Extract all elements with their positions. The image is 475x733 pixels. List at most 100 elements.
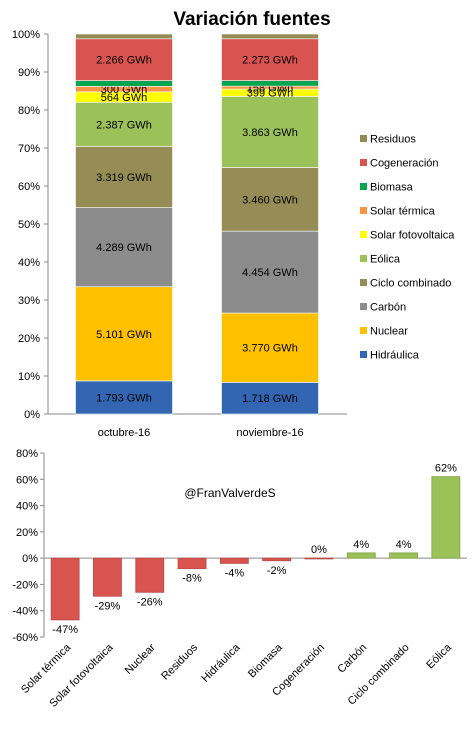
y-tick-label: 20% [16,527,38,539]
x-tick-label: Carbón [335,642,369,676]
x-tick-label: Eólica [424,641,454,671]
legend-swatch-solar-fotovoltaica [360,231,367,238]
variation-bar-eolica [431,476,461,559]
bar-segment-residuos [221,33,319,40]
y-tick-label: -20% [12,579,38,591]
legend-swatch-solar-termica [360,207,367,214]
value-label-solar-fotovoltaica: -29% [95,600,121,612]
x-tick-label: Nuclear [123,641,159,677]
legend-label-hidraulica: Hidráulica [370,350,420,362]
y-tick-label: 10% [18,371,40,383]
value-label-biomasa: -2% [267,565,287,577]
chart-annotation: @FranValverdeS [184,486,275,500]
value-label-hidraulica: -4% [225,567,245,579]
value-label-nuclear: -26% [137,596,163,608]
bar-segment-cogeneracion [221,38,319,81]
y-tick-label: 80% [18,105,40,117]
data-label-eolica: 2.387 GWh [96,119,152,131]
bar-segment-carbon [221,230,319,314]
legend-swatch-hidraulica [360,351,367,358]
legend-label-nuclear: Nuclear [370,326,408,338]
y-tick-label: 50% [18,219,40,231]
data-label-hidraulica: 1.718 GWh [242,393,298,405]
bar-segment-carbon [75,207,173,288]
y-tick-label: 100% [12,29,40,41]
bar-segment-nuclear [75,286,173,382]
x-tick-label: octubre-16 [98,427,151,439]
legend-label-solar-fotovoltaica: Solar fotovoltaica [370,230,455,242]
y-tick-label: 0% [24,409,40,421]
legend-label-residuos: Residuos [370,134,416,146]
chart-title: Variación fuentes [173,9,330,30]
value-label-eolica: 62% [435,463,457,475]
legend-swatch-residuos [360,135,367,142]
legend-label-ciclo-combinado: Ciclo combinado [370,278,451,290]
legend-swatch-cogeneracion [360,159,367,166]
data-label-cogeneracion: 2.273 GWh [242,55,298,67]
bar-segment-eolica [75,101,173,147]
y-tick-label: -60% [12,632,38,644]
y-tick-label: 90% [18,67,40,79]
data-label-nuclear: 5.101 GWh [96,329,152,341]
variation-bar-biomasa [262,557,292,562]
variation-bar-cogeneracion [304,557,334,560]
y-tick-label: 60% [18,181,40,193]
value-label-residuos: -8% [182,573,202,585]
legend-label-carbon: Carbón [370,302,406,314]
y-tick-label: 60% [16,474,38,486]
value-label-ciclo-combinado: 4% [396,539,412,551]
value-label-solar-termica: -47% [52,624,78,636]
data-label-ciclo-combinado: 3.319 GWh [96,172,152,184]
y-tick-label: 0% [22,553,38,565]
data-label-carbon: 4.454 GWh [242,267,298,279]
legend-swatch-carbon [360,303,367,310]
legend-label-eolica: Eólica [370,254,401,266]
bar-segment-ciclo-combinado [221,167,319,232]
data-label-cogeneracion: 2.266 GWh [96,55,152,67]
data-label-eolica: 3.863 GWh [242,127,298,139]
data-label-hidraulica: 1.793 GWh [96,392,152,404]
variation-bar-nuclear [135,557,165,593]
variation-bar-ciclo-combinado [389,552,418,559]
variation-bar-solar-fotovoltaica [93,557,122,597]
legend-swatch-ciclo-combinado [360,279,367,286]
data-label-nuclear: 3.770 GWh [242,343,298,355]
legend-swatch-eolica [360,255,367,262]
data-label-solar-fotovoltaica: 399 GWh [247,88,293,100]
bar-segment-hidraulica [221,382,319,415]
variation-bar-solar-termica [50,557,80,621]
legend-label-solar-termica: Solar térmica [370,206,436,218]
data-label-solar-termica: 300 GWh [101,84,147,96]
y-tick-label: 70% [18,143,40,155]
bar-segment-biomasa [75,80,173,87]
stacked-bar-chart: 0% 10% 20% 30% 40% 50% 60% 70% 80% 90% 100% 1.793 G… [12,29,455,439]
data-label-ciclo-combinado: 3.460 GWh [242,194,298,206]
data-label-carbon: 4.289 GWh [96,242,152,254]
variation-bar-carbon [346,552,376,559]
y-tick-label: 20% [18,333,40,345]
legend-label-cogeneracion: Cogeneración [370,158,439,170]
data-label-solar-fotovoltaica: 564 GWh [101,92,147,104]
bar-segment-eolica [221,96,319,168]
x-tick-label: noviembre-16 [236,427,303,439]
y-tick-label: 30% [18,295,40,307]
value-label-cogeneracion: 0% [311,544,327,556]
x-tick-label: Residuos [159,641,200,682]
y-tick-label: 40% [18,257,40,269]
value-label-carbon: 4% [353,539,369,551]
bar-segment-biomasa [221,80,319,87]
bar-segment-hidraulica [75,380,173,415]
bar-segment-nuclear [221,312,319,383]
bar-segment-ciclo-combinado [75,146,173,208]
legend-swatch-biomasa [360,183,367,190]
y-tick-label: 80% [16,448,38,460]
y-tick-label: 40% [16,501,38,513]
bar-segment-residuos [75,33,173,40]
bar-segment-cogeneracion [75,38,173,81]
legend-label-biomasa: Biomasa [370,182,414,194]
legend-swatch-nuclear [360,327,367,334]
x-tick-label: Biomasa [246,641,285,680]
variation-bar-residuos [177,557,207,570]
